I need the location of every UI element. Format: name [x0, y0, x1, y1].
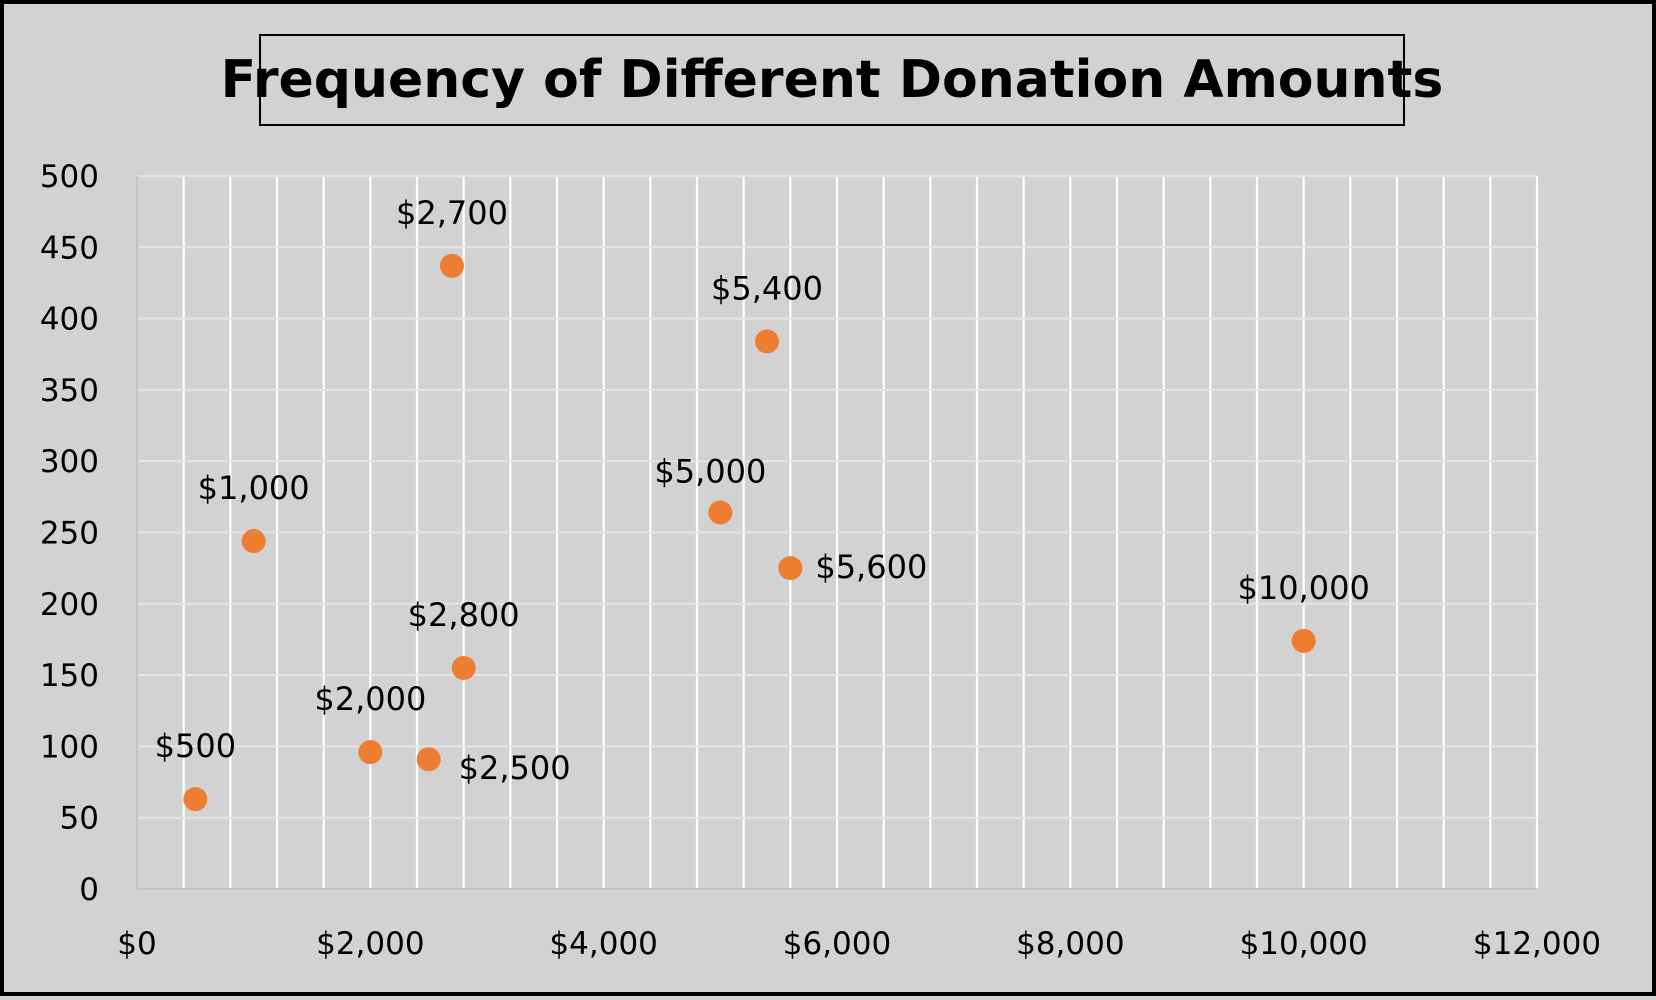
data-labels: $500 $1,000 $2,000 $2,500 $2,700 $2,800 $5,000…: [155, 194, 1370, 787]
x-tick-label: $4,000: [549, 926, 657, 962]
x-tick-label: $6,000: [783, 926, 891, 962]
data-label: $2,500: [459, 749, 571, 787]
data-point: [1291, 628, 1316, 653]
data-points: [183, 253, 1316, 812]
data-point: [708, 500, 733, 525]
data-label: $2,000: [314, 680, 426, 718]
data-point: [755, 329, 779, 354]
tick-labels: 0 50 100 150 200 250 300 350 400 450 500 $0 $2,000 $4…: [40, 159, 1601, 962]
axes: [136, 176, 1537, 890]
y-tick-label: 400: [40, 302, 99, 338]
x-tick-label: $8,000: [1016, 926, 1124, 962]
data-point: [241, 529, 266, 554]
y-tick-label: 300: [40, 444, 99, 480]
y-tick-label: 350: [40, 373, 99, 409]
data-label: $2,800: [408, 596, 520, 634]
data-label: $10,000: [1238, 569, 1370, 607]
data-point: [778, 556, 803, 581]
x-tick-label: $0: [117, 926, 156, 962]
gridlines: [137, 175, 1539, 889]
y-tick-label: 200: [40, 587, 99, 623]
scatter-plot: 0 50 100 150 200 250 300 350 400 450 500 $0 $2,000 $4…: [40, 159, 1601, 962]
data-point: [416, 747, 441, 772]
data-label: $5,600: [815, 548, 927, 586]
data-point: [451, 655, 476, 680]
data-point: [183, 787, 208, 812]
data-label: $5,400: [711, 269, 823, 307]
y-tick-label: 100: [40, 729, 99, 765]
y-tick-label: 0: [79, 872, 99, 908]
y-tick-label: 250: [40, 516, 99, 552]
chart-title: Frequency of Different Donation Amounts: [221, 34, 1443, 126]
data-label: $5,000: [654, 453, 766, 491]
data-label: $1,000: [198, 469, 310, 507]
data-point: [440, 253, 464, 278]
y-tick-label: 500: [40, 159, 99, 195]
y-tick-label: 150: [40, 658, 99, 694]
x-tick-label: $2,000: [316, 926, 424, 962]
y-tick-label: 50: [60, 801, 99, 837]
data-label: $2,700: [396, 194, 508, 232]
data-label: $500: [155, 727, 236, 765]
data-point: [358, 740, 383, 765]
x-tick-label: $10,000: [1240, 926, 1368, 962]
x-tick-label: $12,000: [1473, 926, 1601, 962]
y-tick-label: 450: [40, 230, 99, 266]
